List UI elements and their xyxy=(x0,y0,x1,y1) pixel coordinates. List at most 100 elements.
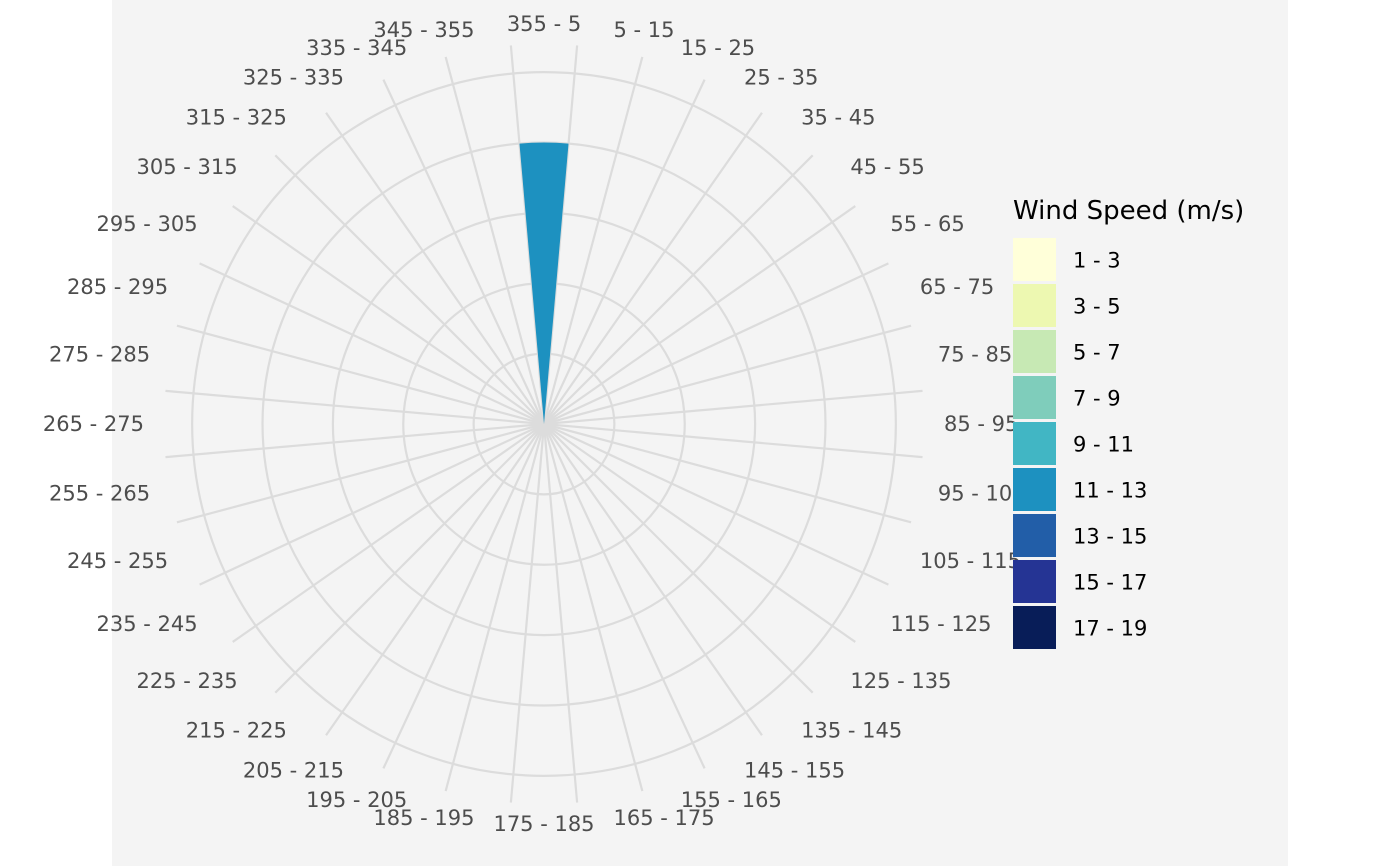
direction-label: 215 - 225 xyxy=(186,718,287,742)
grid-ring-4 xyxy=(261,141,827,707)
grid-spoke xyxy=(444,423,546,792)
wind-bars xyxy=(519,142,569,425)
direction-label: 145 - 155 xyxy=(744,758,845,782)
direction-label: 325 - 335 xyxy=(243,66,344,90)
direction-label: 165 - 175 xyxy=(614,806,715,830)
legend-label: 11 - 13 xyxy=(1073,479,1147,503)
grid-spoke xyxy=(542,423,644,792)
legend-label: 15 - 17 xyxy=(1073,571,1147,595)
direction-label: 265 - 275 xyxy=(43,412,144,436)
grid-spoke xyxy=(543,262,889,425)
direction-label: 345 - 355 xyxy=(373,18,474,42)
direction-label: 15 - 25 xyxy=(681,36,755,60)
grid-spoke xyxy=(274,423,545,694)
direction-label: 155 - 165 xyxy=(681,788,782,812)
legend-title: Wind Speed (m/s) xyxy=(1013,196,1244,226)
direction-label: 195 - 205 xyxy=(306,788,407,812)
legend-label: 9 - 11 xyxy=(1073,433,1134,457)
direction-label: 115 - 125 xyxy=(890,612,991,636)
grid-spoke xyxy=(509,423,546,803)
direction-label: 275 - 285 xyxy=(49,343,150,367)
direction-label: 285 - 295 xyxy=(67,275,168,299)
grid-spoke xyxy=(543,154,814,425)
grid-spoke xyxy=(444,56,546,425)
grid-spoke xyxy=(542,45,579,425)
legend-swatch xyxy=(1013,238,1056,281)
direction-label: 295 - 305 xyxy=(97,212,198,236)
legend-items: 1 - 3 3 - 5 5 - 7 7 - 9 9 - 11 11 - 13 13 - 15… xyxy=(1013,238,1147,649)
grid-spokes xyxy=(165,45,923,803)
legend-swatch xyxy=(1013,606,1056,649)
direction-label: 25 - 35 xyxy=(744,66,818,90)
grid-ring-5 xyxy=(191,71,897,777)
wind-bar-355-5 xyxy=(519,142,569,425)
direction-label: 335 - 345 xyxy=(306,36,407,60)
direction-label: 315 - 325 xyxy=(186,106,287,130)
legend: Wind Speed (m/s) 1 - 3 3 - 5 5 - 7 7 - 9 9 -… xyxy=(1013,196,1244,649)
legend-label: 3 - 5 xyxy=(1073,295,1121,319)
direction-label: 235 - 245 xyxy=(97,612,198,636)
grid-spoke xyxy=(543,423,814,694)
grid-spoke xyxy=(542,56,644,425)
grid-spoke xyxy=(543,79,706,425)
legend-swatch xyxy=(1013,468,1056,511)
direction-label: 95 - 105 xyxy=(938,482,1026,506)
grid-spoke xyxy=(382,423,545,769)
legend-label: 13 - 15 xyxy=(1073,525,1147,549)
direction-label: 355 - 5 xyxy=(507,12,581,36)
legend-label: 5 - 7 xyxy=(1073,341,1121,365)
grid-spoke xyxy=(176,422,545,524)
direction-label: 255 - 265 xyxy=(49,482,150,506)
grid-spoke xyxy=(543,205,856,425)
direction-label: 5 - 15 xyxy=(614,18,675,42)
legend-label: 7 - 9 xyxy=(1073,387,1121,411)
direction-label: 35 - 45 xyxy=(801,106,875,130)
direction-label: 205 - 215 xyxy=(243,758,344,782)
direction-label: 125 - 135 xyxy=(850,669,951,693)
grid-spoke xyxy=(543,422,923,459)
grid-spoke xyxy=(509,45,546,425)
direction-label: 65 - 75 xyxy=(920,275,994,299)
grid-spoke xyxy=(176,324,545,426)
grid-spoke xyxy=(165,389,545,426)
grid-spoke xyxy=(543,422,912,524)
legend-label: 1 - 3 xyxy=(1073,249,1121,273)
grid-spoke xyxy=(543,423,763,736)
grid-spoke xyxy=(543,389,923,426)
direction-label: 105 - 115 xyxy=(920,549,1021,573)
direction-label: 85 - 95 xyxy=(944,412,1018,436)
legend-label: 17 - 19 xyxy=(1073,617,1147,641)
grid-spoke xyxy=(542,423,579,803)
grid-spoke xyxy=(543,324,912,426)
grid-spoke xyxy=(543,112,763,425)
grid-spoke xyxy=(382,79,545,425)
direction-label: 175 - 185 xyxy=(493,812,594,836)
grid-spoke xyxy=(274,154,545,425)
plot-panel xyxy=(112,0,1288,866)
direction-label: 55 - 65 xyxy=(890,212,964,236)
grid-spoke xyxy=(165,422,545,459)
direction-label: 135 - 145 xyxy=(801,718,902,742)
direction-label: 185 - 195 xyxy=(373,806,474,830)
legend-swatch xyxy=(1013,560,1056,603)
direction-label: 45 - 55 xyxy=(850,155,924,179)
legend-swatch xyxy=(1013,422,1056,465)
grid-spoke xyxy=(543,423,706,769)
direction-label: 245 - 255 xyxy=(67,549,168,573)
grid-spoke xyxy=(199,423,545,586)
grid-spoke xyxy=(232,205,545,425)
grid-spoke xyxy=(325,423,545,736)
legend-swatch xyxy=(1013,330,1056,373)
direction-label: 225 - 235 xyxy=(137,669,238,693)
direction-label: 75 - 85 xyxy=(938,343,1012,367)
grid-spoke xyxy=(232,423,545,643)
direction-label: 305 - 315 xyxy=(137,155,238,179)
legend-swatch xyxy=(1013,514,1056,557)
grid-spoke xyxy=(325,112,545,425)
grid-spoke xyxy=(543,423,889,586)
grid-spoke xyxy=(543,423,856,643)
grid-spoke xyxy=(199,262,545,425)
legend-swatch xyxy=(1013,284,1056,327)
